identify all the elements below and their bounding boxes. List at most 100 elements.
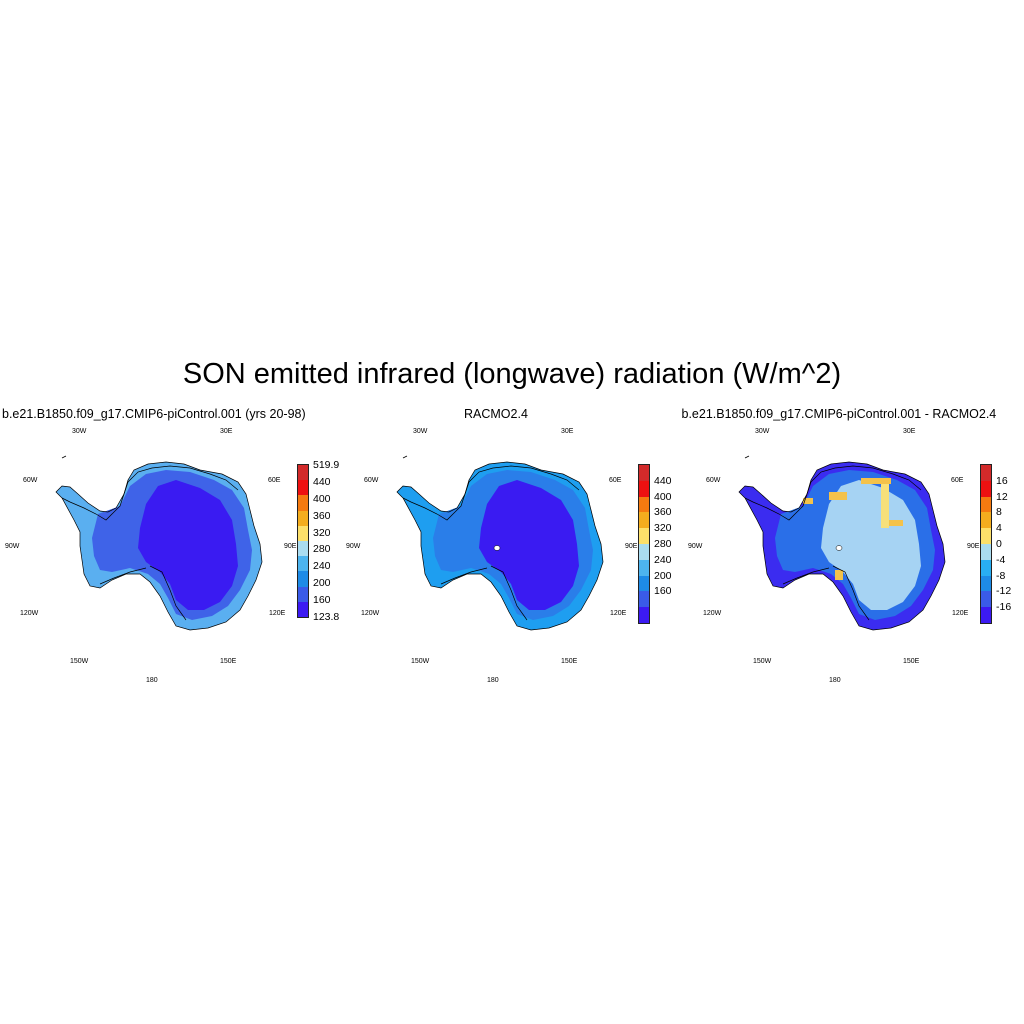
panel-title: b.e21.B1850.f09_g17.CMIP6-piControl.001 … [681, 407, 997, 421]
colorbar-swatch [981, 544, 991, 561]
lon-label: 150W [411, 658, 430, 665]
colorbar-swatch [298, 571, 308, 588]
colorbar-label: -16 [996, 601, 1012, 614]
lon-label: 120W [703, 610, 722, 617]
colorbar-swatch [639, 607, 649, 624]
colorbar-swatch [298, 556, 308, 572]
lon-label: 90W [346, 543, 361, 550]
colorbar-swatch [639, 496, 649, 513]
colorbar-swatch [639, 465, 649, 482]
colorbar-swatch [298, 541, 308, 557]
panel-title: b.e21.B1850.f09_g17.CMIP6-piControl.001 … [2, 407, 306, 421]
lon-label: 150E [220, 658, 237, 665]
lon-label: 30E [561, 428, 574, 435]
colorbar-label: -4 [996, 553, 1006, 566]
colorbar-swatch [981, 465, 991, 482]
colorbar-label: 400 [654, 490, 672, 503]
map-panel-3: b.e21.B1850.f09_g17.CMIP6-piControl.001 … [681, 404, 1024, 694]
lon-label: 120E [952, 610, 969, 617]
colorbar-label: 16 [996, 474, 1008, 487]
colorbar-label: 400 [313, 492, 331, 505]
colorbar-swatch [639, 512, 649, 529]
colorbar: 519.9 440 400 360 320 280 240 200 160 123.8 [297, 460, 339, 622]
colorbar-frame [297, 464, 309, 618]
colorbar-swatch [981, 528, 991, 545]
lon-label: 180 [487, 677, 499, 684]
colorbar-label: 360 [654, 506, 672, 519]
colorbar-swatch [639, 559, 649, 577]
colorbar-swatch [981, 496, 991, 513]
colorbar-label: 280 [654, 538, 672, 550]
lon-label: 150W [70, 658, 89, 665]
colorbar-swatch [981, 512, 991, 529]
colorbar-label: 160 [313, 594, 331, 607]
lon-label: 90E [625, 543, 638, 550]
colorbar-label: 12 [996, 490, 1008, 503]
colorbar-swatch [298, 465, 308, 481]
colorbar-label: 0 [996, 538, 1002, 550]
lon-label: 30W [755, 428, 770, 435]
colorbar-swatch [298, 510, 308, 527]
map-panel-1: b.e21.B1850.f09_g17.CMIP6-piControl.001 … [0, 404, 341, 694]
colorbar-label: 123.8 [313, 611, 340, 623]
lon-label: 90E [284, 543, 297, 550]
colorbar-label: 200 [654, 569, 672, 582]
colorbar-label: 360 [313, 509, 331, 522]
colorbar-swatch [639, 544, 649, 561]
colorbar-swatch [298, 480, 308, 496]
lon-label: 150W [753, 658, 772, 665]
antarctica-map [55, 455, 263, 631]
colorbar-swatch [298, 586, 308, 603]
colorbar-swatch [639, 575, 649, 592]
lon-label: 60E [268, 477, 281, 484]
panel-title: RACMO2.4 [464, 407, 528, 421]
colorbar-swatch [981, 575, 991, 592]
lon-label: 60W [23, 477, 38, 484]
colorbar-swatch [981, 559, 991, 577]
lon-label: 30E [220, 428, 233, 435]
colorbar-swatch [298, 495, 308, 512]
lon-label: 90W [688, 543, 703, 550]
lon-label: 30E [903, 428, 916, 435]
colorbar-swatch [639, 480, 649, 498]
colorbar-swatch [981, 591, 991, 608]
colorbar-label: 440 [654, 474, 672, 487]
lon-label: 60W [706, 477, 721, 484]
colorbar-swatch [298, 525, 308, 542]
colorbar: 16 12 8 4 0 -4 -8 -12 -16 [980, 464, 1011, 624]
colorbar-frame [638, 464, 650, 624]
antarctica-map [396, 455, 604, 631]
colorbar-label: -8 [996, 569, 1006, 582]
lon-label: 60E [951, 477, 964, 484]
lon-label: 120W [361, 610, 380, 617]
colorbar-swatch [298, 601, 308, 618]
lon-label: 120E [269, 610, 286, 617]
lon-label: 150E [561, 658, 578, 665]
colorbar-label: 240 [313, 560, 331, 573]
colorbar-label: 280 [313, 543, 331, 556]
colorbar-swatch [981, 607, 991, 624]
colorbar-swatch [639, 528, 649, 545]
antarctica-map [738, 455, 946, 631]
lon-label: 30W [72, 428, 87, 435]
lon-label: 60E [609, 477, 622, 484]
lon-label: 120W [20, 610, 39, 617]
lon-label: 90W [5, 543, 20, 550]
colorbar-label: 4 [996, 522, 1002, 535]
colorbar-label: 440 [313, 475, 331, 488]
colorbar-label: 519.9 [313, 459, 340, 471]
colorbar-swatch [639, 591, 649, 608]
colorbar-label: 160 [654, 585, 672, 598]
map-panel-2: RACMO2.4 30W 30E 60W 60E 90W 90E 120W 120E 150W 15… [341, 404, 682, 694]
lon-label: 90E [967, 543, 980, 550]
figure-title: SON emitted infrared (longwave) radiatio… [182, 358, 842, 390]
lon-label: 120E [610, 610, 627, 617]
colorbar-label: 8 [996, 506, 1002, 519]
colorbar: 440 400 360 320 280 240 200 160 [638, 464, 672, 624]
colorbar-swatch [981, 480, 991, 498]
lon-label: 60W [364, 477, 379, 484]
colorbar-label: 200 [313, 577, 331, 590]
lon-label: 180 [829, 677, 841, 684]
lon-label: 180 [146, 677, 158, 684]
colorbar-label: 320 [313, 526, 331, 539]
